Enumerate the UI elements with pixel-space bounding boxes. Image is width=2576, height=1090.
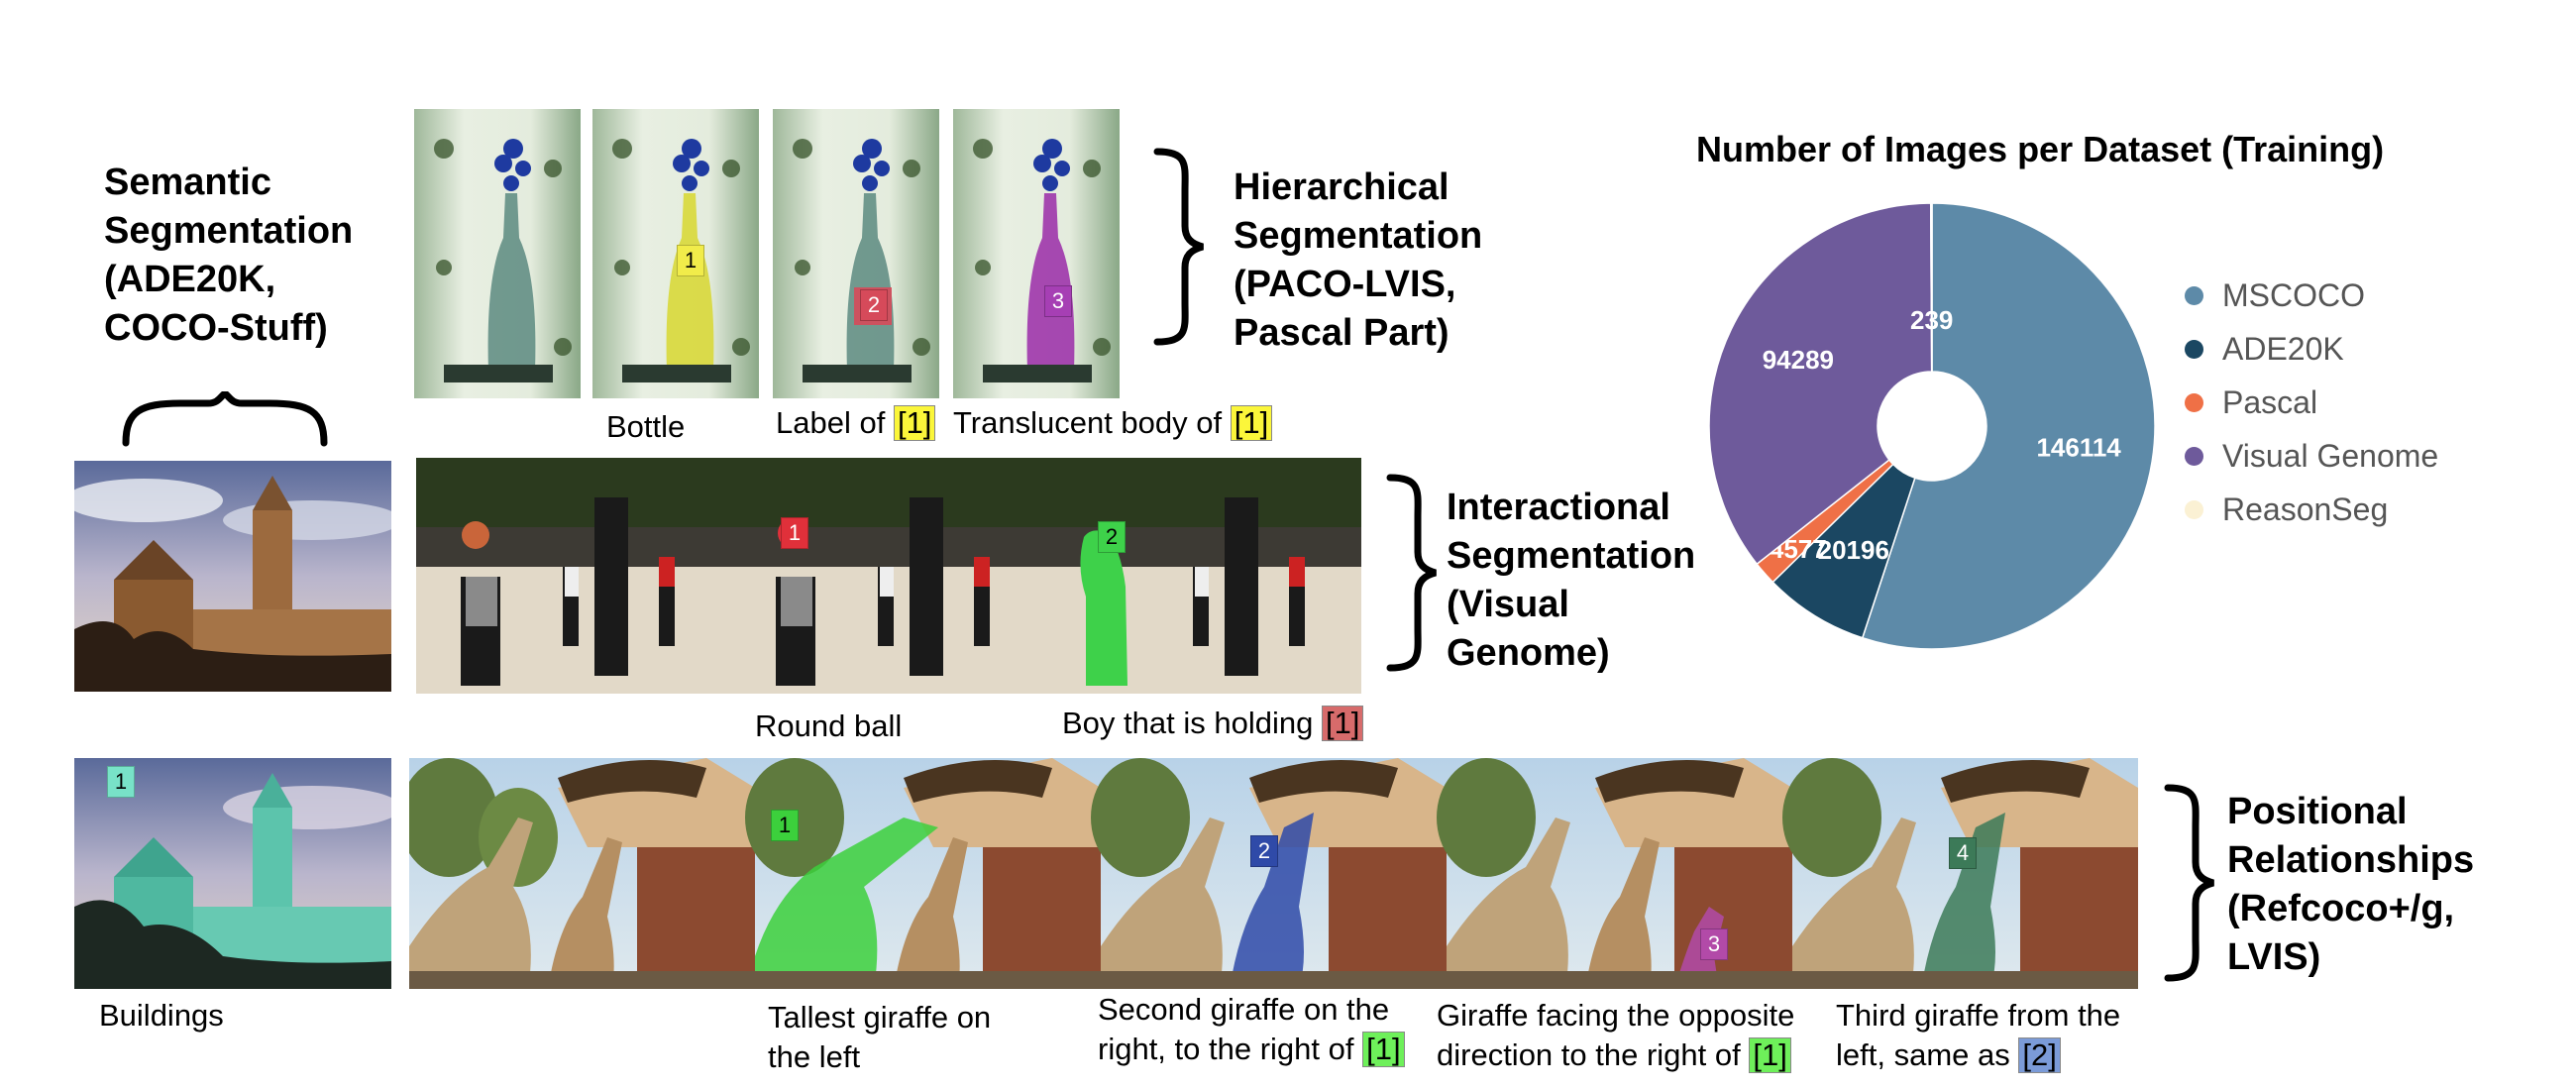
caption-bottle: Bottle [606, 409, 686, 444]
caption-tallest: Tallest giraffe on the left [768, 1000, 992, 1074]
marker-1: 1 [771, 810, 799, 841]
building-segmented-photo: 1 [74, 758, 391, 989]
caption-translucent: Translucent body of [1] [953, 403, 1273, 443]
positional-title: Positional Relationships (Refcoco+/g, LV… [2227, 791, 2475, 978]
bottle-photo-original [414, 109, 581, 398]
marker-2: 2 [860, 289, 888, 321]
value-label-visual-genome: 94289 [1763, 345, 1834, 375]
tag-1: [1] [1362, 1032, 1405, 1067]
legend-label: ReasonSeg [2222, 491, 2389, 527]
interactional-brace [1386, 474, 1437, 672]
marker-1: 1 [107, 766, 135, 798]
legend-label: Visual Genome [2222, 438, 2439, 474]
legend-label: MSCOCO [2222, 277, 2365, 313]
legend-label: Pascal [2222, 384, 2318, 420]
caption-facing: Giraffe facing the opposite direction to… [1437, 998, 1795, 1073]
legend-swatch [2185, 393, 2203, 412]
caption-buildings: Buildings [99, 998, 224, 1033]
legend-swatch [2185, 500, 2203, 519]
caption-second: Second giraffe on the right, to the righ… [1098, 990, 1405, 1069]
legend-swatch [2185, 447, 2203, 466]
positional-brace [2164, 784, 2214, 982]
hierarchical-brace [1153, 148, 1204, 346]
slice-reasonseg [1929, 202, 1933, 373]
chart-legend: MSCOCO ADE20K Pascal Visual Genome ReasonSeg [2185, 275, 2561, 533]
building-photo [74, 461, 391, 692]
bottle-photo-level3: 3 [953, 109, 1120, 398]
marker-2: 2 [1098, 521, 1126, 553]
marker-3: 3 [1044, 285, 1072, 317]
slice-visual-genome [1708, 202, 1933, 566]
marker-1: 1 [677, 245, 704, 276]
tag-1: [1] [1749, 1037, 1791, 1073]
tag-1: [1] [1230, 405, 1273, 441]
legend-swatch [2185, 286, 2203, 305]
tag-1: [1] [893, 405, 936, 441]
basketball-photo-strip: 1 2 [416, 458, 1361, 694]
legend-swatch [2185, 340, 2203, 359]
marker-1: 1 [781, 517, 808, 549]
hierarchical-title: Hierarchical Segmentation (PACO-LVIS, Pa… [1234, 166, 1483, 354]
tag-1: [1] [1321, 706, 1364, 741]
caption-boy-holding: Boy that is holding [1] [1062, 704, 1364, 743]
chart-title: Number of Images per Dataset (Training) [1696, 129, 2385, 169]
bottle-image-strip: 1 2 3 [414, 109, 1120, 398]
marker-4: 4 [1949, 837, 1977, 869]
marker-2: 2 [1250, 835, 1278, 867]
semantic-title: Semantic Segmentation (ADE20K, COCO-Stuf… [104, 162, 354, 349]
tag-2: [2] [2018, 1037, 2061, 1073]
caption-third: Third giraffe from the left, same as [2] [1836, 998, 2121, 1073]
slice-mscoco [1861, 202, 2156, 650]
caption-label-of: Label of [1] [776, 403, 936, 443]
value-label-reasonseg: 239 [1910, 305, 1953, 335]
semantic-brace [122, 391, 328, 447]
interactional-title: Interactional Segmentation (Visual Genom… [1447, 487, 1696, 674]
legend-label: ADE20K [2222, 331, 2344, 367]
giraffe-photo-strip: 1 2 3 4 [409, 758, 2138, 989]
bottle-photo-level1: 1 [592, 109, 759, 398]
marker-3: 3 [1700, 928, 1728, 960]
value-label-mscoco: 146114 [2036, 433, 2121, 463]
bottle-photo-level2: 2 [773, 109, 939, 398]
value-label-ade20k: 20196 [1818, 535, 1889, 565]
caption-round-ball: Round ball [755, 708, 903, 743]
